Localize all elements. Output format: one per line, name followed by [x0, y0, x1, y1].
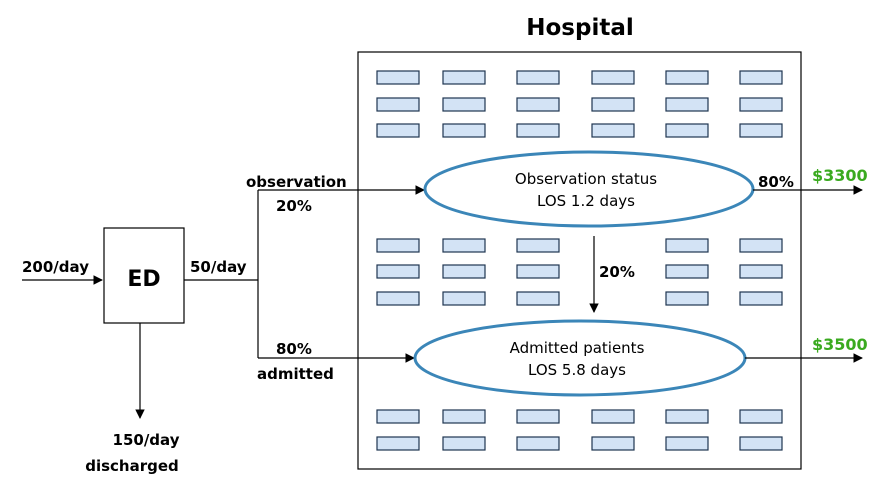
discharged-rate: 150/day: [113, 431, 180, 449]
bed: [376, 264, 420, 279]
admitted-oval-line1: Admitted patients: [510, 339, 645, 357]
admitted-oval: [413, 319, 747, 397]
observation-exit-pct: 80%: [758, 173, 794, 191]
ed-out-label: 50/day: [190, 258, 247, 276]
observation-cost: $3300: [812, 166, 868, 185]
admitted-label: admitted: [257, 365, 334, 383]
admitted-oval-line2: LOS 5.8 days: [528, 361, 626, 379]
bed: [442, 436, 486, 451]
bed: [516, 97, 560, 112]
observation-label: observation: [246, 173, 347, 191]
hospital-title: Hospital: [526, 15, 634, 41]
ed-box: [103, 227, 185, 324]
observation-pct: 20%: [276, 197, 312, 215]
bed: [739, 70, 783, 85]
bed: [591, 97, 635, 112]
bed: [665, 291, 709, 306]
bed: [665, 238, 709, 253]
inflow-label: 200/day: [22, 258, 89, 276]
bed: [442, 238, 486, 253]
bed: [591, 123, 635, 138]
bed: [739, 238, 783, 253]
bed: [591, 436, 635, 451]
bed: [665, 123, 709, 138]
observation-oval: [423, 150, 755, 228]
bed: [665, 97, 709, 112]
bed: [516, 264, 560, 279]
bed: [516, 70, 560, 85]
bed: [516, 238, 560, 253]
bed: [376, 291, 420, 306]
bed: [516, 291, 560, 306]
bed: [739, 409, 783, 424]
admitted-pct: 80%: [276, 340, 312, 358]
bed: [665, 436, 709, 451]
bed-grid: [376, 70, 783, 451]
bed: [665, 409, 709, 424]
bed: [739, 264, 783, 279]
bed: [442, 264, 486, 279]
bed: [376, 436, 420, 451]
bed: [376, 123, 420, 138]
bed: [516, 123, 560, 138]
bed: [665, 264, 709, 279]
discharged-label: discharged: [85, 457, 179, 475]
observation-oval-line2: LOS 1.2 days: [537, 192, 635, 210]
bed: [665, 70, 709, 85]
bed: [591, 409, 635, 424]
bed: [442, 409, 486, 424]
observation-oval-line1: Observation status: [515, 170, 657, 188]
bed: [739, 97, 783, 112]
bed: [591, 70, 635, 85]
bed: [442, 291, 486, 306]
bed: [442, 70, 486, 85]
admitted-cost: $3500: [812, 335, 868, 354]
bed: [739, 123, 783, 138]
hospital-box: [357, 51, 802, 470]
obs-to-admit-pct: 20%: [599, 263, 635, 281]
bed: [376, 97, 420, 112]
bed: [442, 123, 486, 138]
bed: [376, 409, 420, 424]
bed: [376, 238, 420, 253]
bed: [516, 436, 560, 451]
ed-label: ED: [127, 267, 160, 292]
bed: [516, 409, 560, 424]
bed: [739, 436, 783, 451]
bed: [376, 70, 420, 85]
bed: [442, 97, 486, 112]
bed: [739, 291, 783, 306]
